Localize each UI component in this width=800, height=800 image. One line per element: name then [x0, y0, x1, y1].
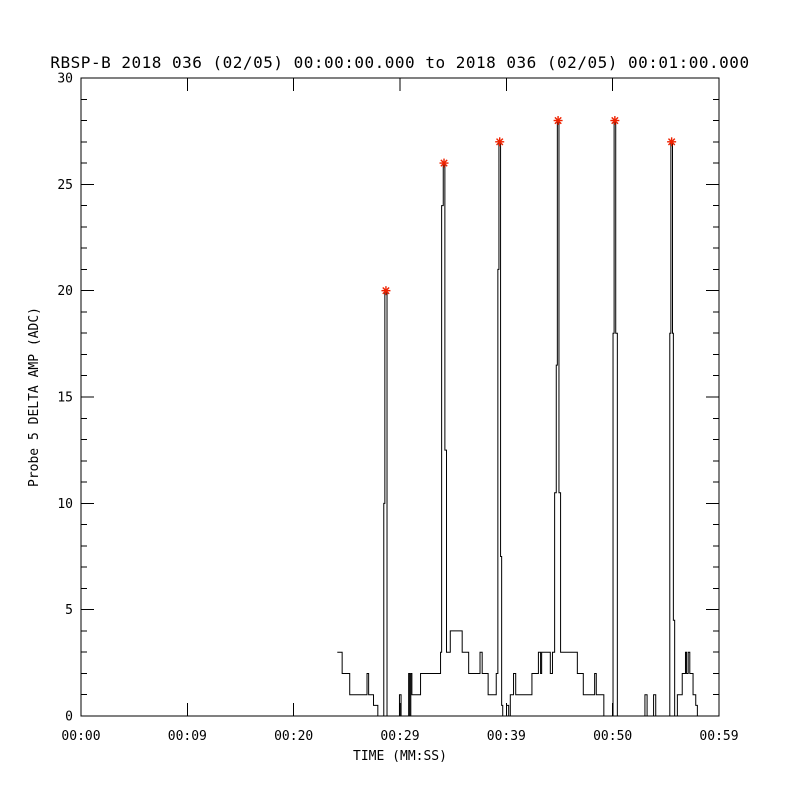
x-tick-label: 00:50	[593, 729, 632, 744]
x-tick-label: 00:00	[61, 729, 100, 744]
asterisk-arm	[382, 286, 390, 295]
asterisk-arm	[554, 116, 562, 125]
x-axis-label: TIME (MM:SS)	[353, 749, 447, 764]
x-tick-label: 00:59	[699, 729, 738, 744]
y-tick-label: 0	[65, 710, 73, 725]
peak-marker-asterisk	[553, 116, 563, 126]
peak-marker-asterisk	[495, 137, 505, 147]
y-tick-label: 25	[57, 178, 73, 193]
peak-marker-asterisk	[610, 116, 620, 126]
y-tick-label: 15	[57, 391, 73, 406]
y-tick-label: 30	[57, 72, 73, 87]
plot-frame	[80, 77, 720, 717]
chart-title: RBSP-B 2018 036 (02/05) 00:00:00.000 to …	[50, 53, 749, 72]
peak-marker-asterisk	[439, 158, 449, 168]
asterisk-arm	[611, 116, 619, 125]
x-tick-label: 00:29	[380, 729, 419, 744]
peak-markers	[381, 116, 677, 296]
y-axis-label: Probe 5 DELTA AMP (ADC)	[27, 307, 42, 487]
peak-marker-asterisk	[667, 137, 677, 147]
x-tick-label: 00:09	[168, 729, 207, 744]
y-tick-label: 20	[57, 284, 73, 299]
y-tick-label: 10	[57, 497, 73, 512]
axis-tick-labels: 00:00 00:09 00:20 00:29 00:39 00:50 00:59 0 5 10 1…	[57, 72, 738, 745]
asterisk-arm	[440, 159, 448, 167]
peak-marker-asterisk	[381, 286, 391, 296]
axis-ticks	[80, 77, 720, 717]
asterisk-arm	[496, 138, 504, 146]
asterisk-arm	[667, 138, 676, 146]
x-tick-label: 00:20	[274, 729, 313, 744]
x-tick-label: 00:39	[487, 729, 526, 744]
y-tick-label: 5	[65, 603, 73, 618]
data-line	[337, 120, 719, 717]
